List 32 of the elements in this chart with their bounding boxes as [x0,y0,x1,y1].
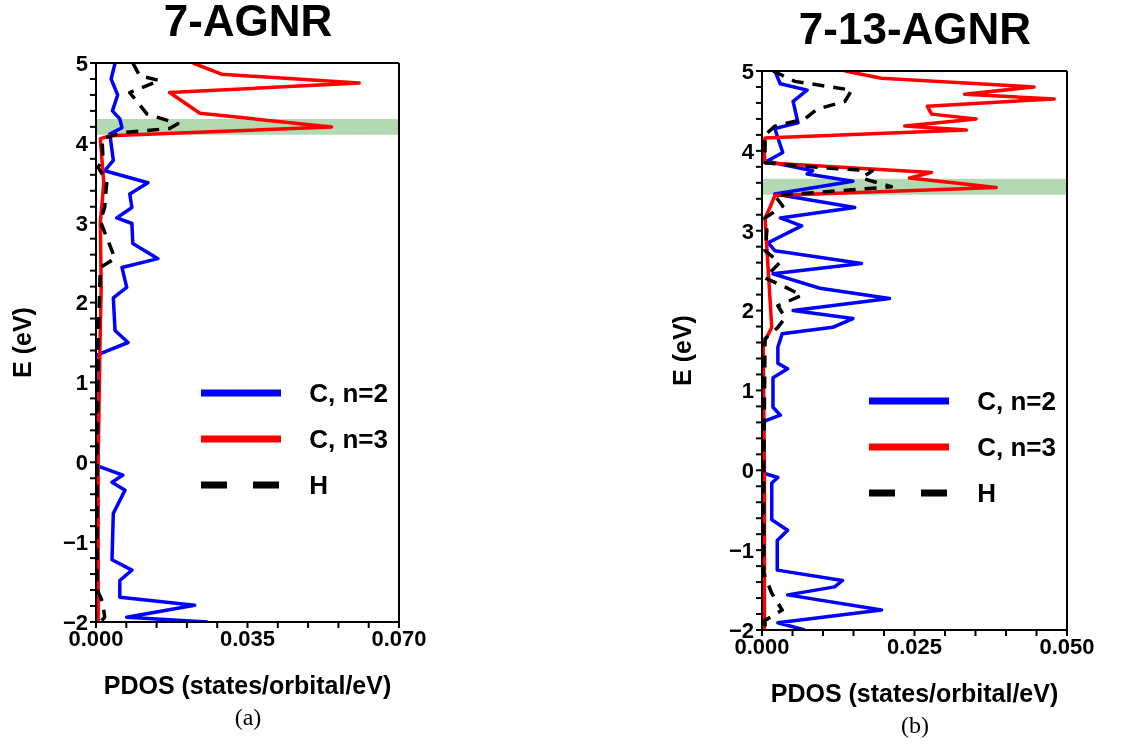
legend-label: C, n=3 [309,423,388,455]
y-tick-label: 2 [741,298,754,324]
y-tick-label: 1 [741,378,754,404]
x-tick-label: 0.025 [886,633,943,659]
text: (a) [233,704,263,731]
x-tick-label: 0.070 [371,625,427,651]
legend-label: C, n=3 [977,431,1056,463]
chart-title: 7-13-AGNR [797,4,1033,54]
x-tick-label: 0.050 [1039,633,1095,659]
y-axis-title: E (eV) [7,307,36,378]
y-tick-label: 0 [741,458,754,484]
legend-label: C, n=2 [977,385,1056,417]
y-tick-label: −1 [62,529,88,555]
x-axis-title: PDOS (states/orbital/eV) [770,679,1059,707]
text: (b) [900,712,930,739]
y-tick-label: 3 [75,210,88,236]
y-tick-label: 0 [75,450,88,476]
y-tick-label: 4 [75,130,89,156]
y-axis-title: E (eV) [667,315,696,386]
x-axis-title: PDOS (states/orbital/eV) [103,671,392,699]
y-tick-label: −1 [728,537,754,563]
chart-title: 7-AGNR [162,0,334,46]
y-tick-label: 5 [75,50,88,76]
legend-label: H [977,477,997,509]
x-tick-label: 0.035 [219,625,276,651]
y-tick-label: 1 [75,370,88,396]
y-tick-label: 3 [741,218,754,244]
y-tick-label: 2 [75,290,88,316]
y-tick-label: 4 [741,138,755,164]
y-tick-label: 5 [741,58,754,84]
legend-label: C, n=2 [309,377,388,409]
legend-label: H [309,469,329,501]
